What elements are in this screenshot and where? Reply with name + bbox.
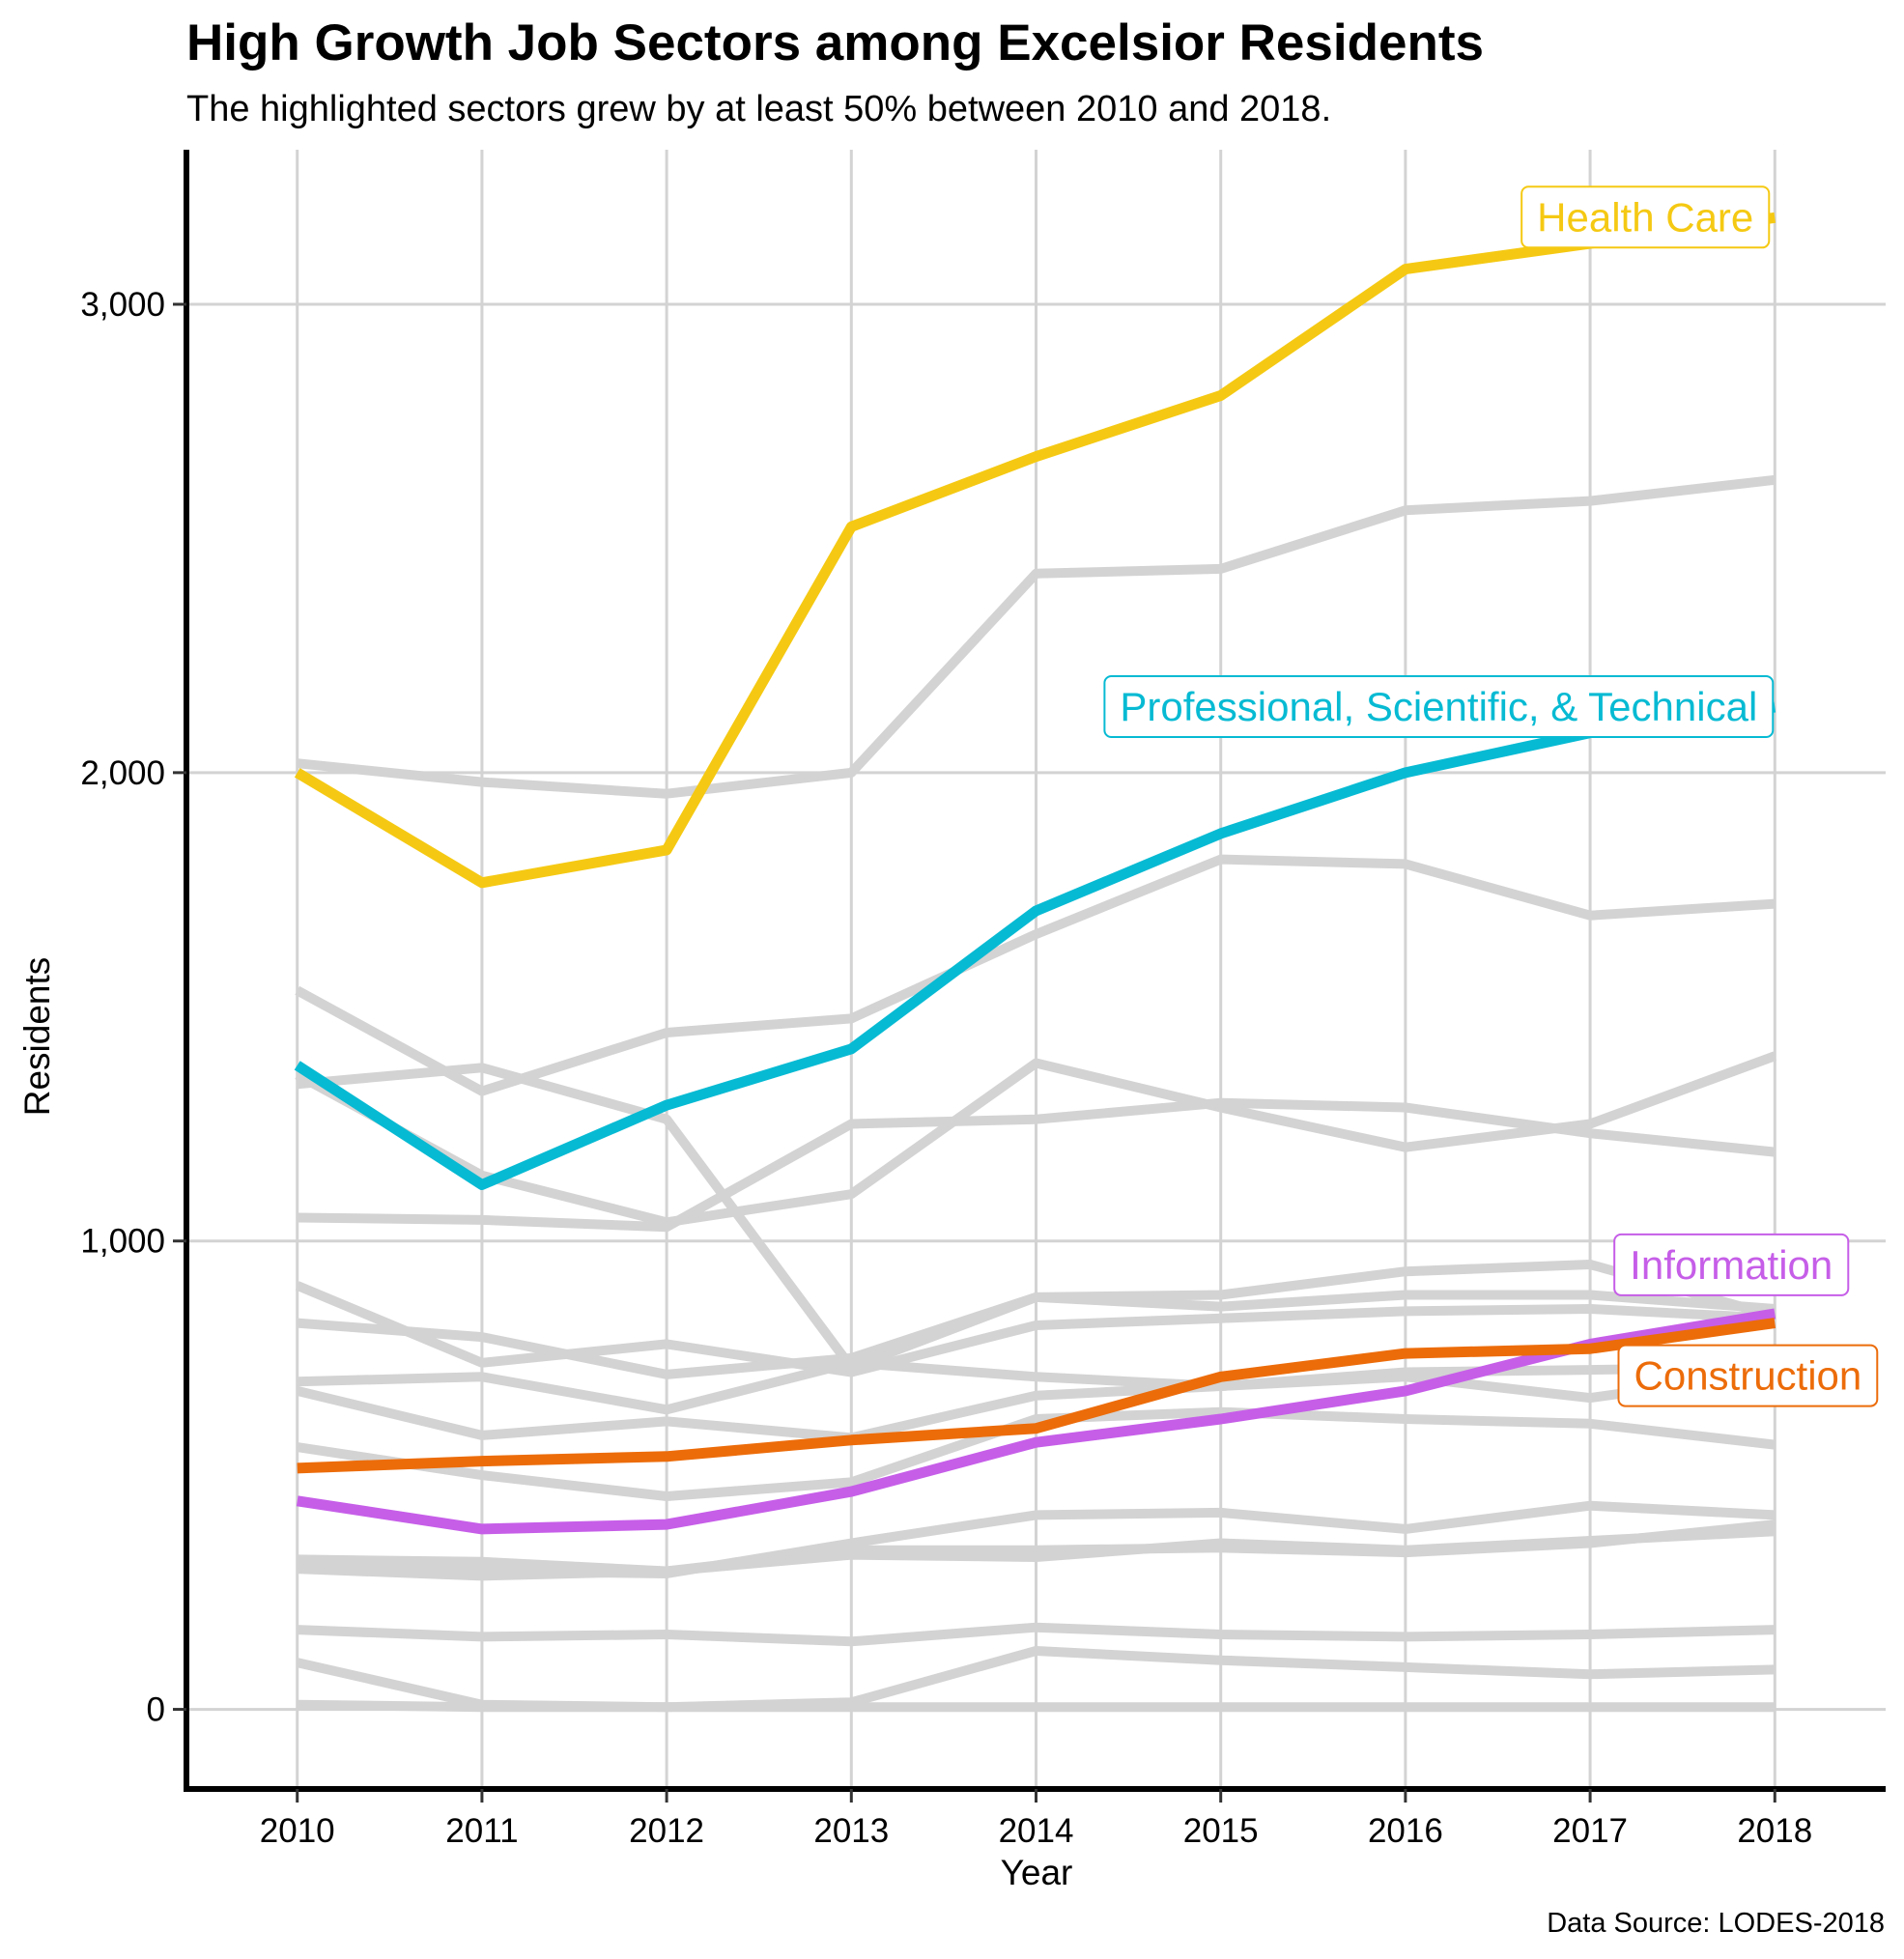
background-series-line-5	[297, 1097, 1776, 1233]
series-line-professional-scientific-technical	[294, 701, 1776, 1190]
background-series-line-10	[296, 1406, 1776, 1501]
highlighted-series-lines	[294, 212, 1776, 1535]
series-label-box-information	[1613, 1233, 1850, 1296]
background-series-line-8	[297, 1357, 1776, 1415]
background-series-line-2	[295, 854, 1776, 1096]
data-source-caption: Data Source: LODES-2018	[1547, 1908, 1885, 1939]
series-label-box-health-care	[1520, 185, 1771, 249]
chart-title: High Growth Job Sectors among Excelsior …	[186, 14, 1484, 71]
background-series-line-4	[295, 1051, 1777, 1228]
series-label-box-construction	[1617, 1344, 1879, 1407]
x-tick-label-2011: 2011	[445, 1812, 518, 1850]
background-series-line-14	[297, 1622, 1776, 1647]
y-tick-label-3: 3,000	[80, 286, 165, 324]
series-line-construction	[297, 1318, 1776, 1474]
axes	[173, 150, 1886, 1803]
series-labels: Health Care Professional, Scientific, & T…	[1103, 185, 1879, 1407]
series-label-construction: Construction	[1617, 1344, 1879, 1407]
x-tick-label-2017: 2017	[1552, 1812, 1628, 1850]
x-tick-label-2014: 2014	[999, 1812, 1074, 1850]
background-series-line-16	[297, 1699, 1776, 1713]
series-label-professional-scientific-technical: Professional, Scientific, & Technical	[1103, 674, 1775, 738]
y-axis-title: Residents	[17, 957, 57, 1117]
background-series-line-13	[297, 1526, 1776, 1581]
series-label-text-construction: Construction	[1634, 1353, 1862, 1399]
y-tick-label-0: 0	[147, 1691, 165, 1729]
tick-labels: 0 1,000 2,000 3,000 2010 2011 2012 2013 2014 2015…	[80, 286, 1812, 1850]
x-tick-label-2013: 2013	[813, 1812, 889, 1850]
background-series-line-9	[296, 1362, 1776, 1443]
series-label-text-professional-scientific-technical: Professional, Scientific, & Technical	[1120, 684, 1757, 729]
x-tick-label-2018: 2018	[1737, 1812, 1812, 1850]
series-line-information	[296, 1308, 1776, 1535]
x-tick-label-2012: 2012	[629, 1812, 704, 1850]
series-label-text-health-care: Health Care	[1537, 194, 1753, 240]
series-label-information: Information	[1613, 1233, 1850, 1296]
background-series-line-6	[295, 1281, 1776, 1377]
x-tick-label-2015: 2015	[1183, 1812, 1259, 1850]
series-label-box-professional-scientific-technical	[1103, 674, 1775, 738]
series-label-text-information: Information	[1630, 1242, 1833, 1288]
y-tick-label-2: 2,000	[80, 754, 165, 792]
gridlines	[186, 150, 1886, 1789]
x-tick-label-2016: 2016	[1368, 1812, 1443, 1850]
background-series-line-1	[297, 474, 1776, 799]
background-series-lines	[295, 474, 1777, 1713]
x-tick-label-2010: 2010	[260, 1812, 335, 1850]
x-axis-title: Year	[1001, 1853, 1073, 1892]
chart-subtitle: The highlighted sectors grew by at least…	[186, 89, 1332, 129]
series-label-health-care: Health Care	[1520, 185, 1771, 249]
y-tick-label-1: 1,000	[80, 1223, 165, 1261]
background-series-line-7	[297, 1290, 1776, 1379]
series-line-health-care	[294, 212, 1776, 889]
